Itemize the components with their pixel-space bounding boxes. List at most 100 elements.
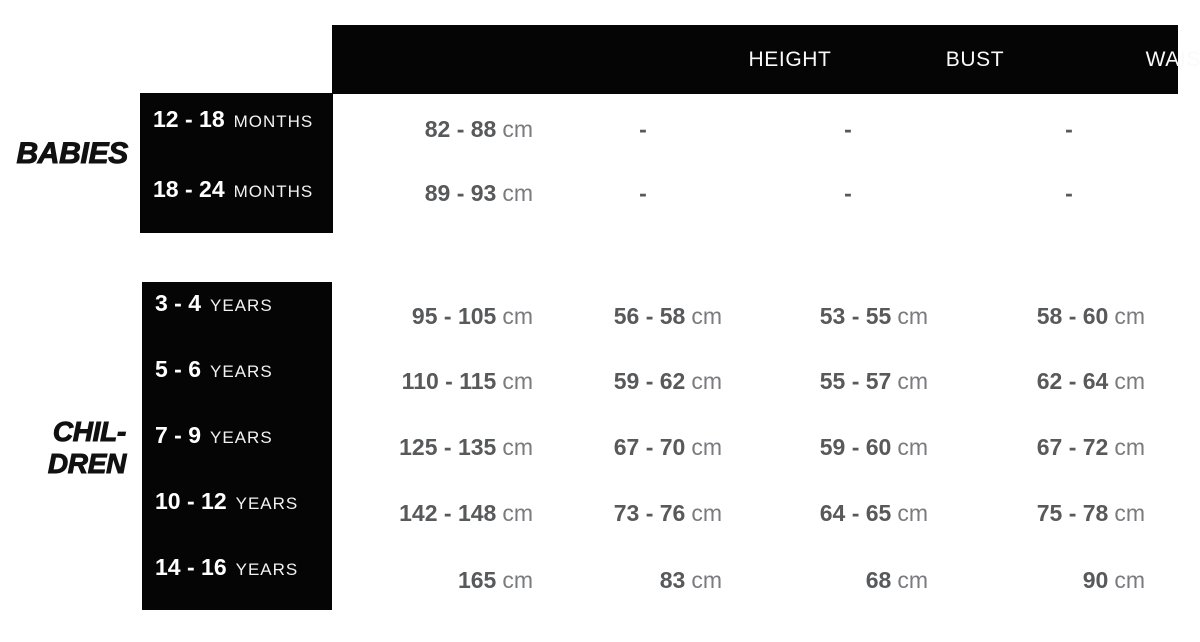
value: 83: [659, 567, 686, 593]
size-range: 10 - 12: [155, 488, 227, 514]
value-unit: cm: [691, 303, 722, 329]
value-unit: cm: [1114, 368, 1145, 394]
cell-babies-12-18-bust: -: [639, 116, 647, 142]
size-range: 14 - 16: [155, 554, 227, 580]
value: 64 - 65: [819, 500, 892, 526]
size-unit: MONTHS: [233, 182, 314, 201]
cell-children-10-12-bust: 73 - 76 cm: [502, 496, 722, 530]
cell-children-5-6-bust: 59 - 62 cm: [502, 364, 722, 398]
size-label-3-4-years: 3 - 4 YEARS: [155, 288, 273, 318]
size-range: 7 - 9: [155, 422, 202, 448]
cell-children-5-6-hips: 62 - 64 cm: [925, 364, 1145, 398]
cell-children-7-9-height: 125 - 135 cm: [313, 430, 533, 464]
value-unit: cm: [1114, 303, 1145, 329]
cell-children-10-12-hips: 75 - 78 cm: [925, 496, 1145, 530]
size-unit: YEARS: [235, 494, 299, 513]
cell-children-14-16-waist: 68 cm: [708, 563, 928, 597]
cell-babies-12-18-waist: -: [844, 116, 852, 142]
table-header-bar: HEIGHT BUST WAIST HIPS: [332, 25, 1200, 94]
cell-children-5-6-height: 110 - 115 cm: [313, 364, 533, 398]
value: 67 - 72: [1036, 434, 1109, 460]
column-header-waist: WAIST: [1145, 48, 1200, 71]
group-title-line-2: DREN: [47, 448, 126, 480]
size-label-12-18-months: 12 - 18 MONTHS: [153, 104, 313, 134]
size-unit: MONTHS: [233, 112, 314, 131]
value: 59 - 62: [613, 368, 686, 394]
cell-babies-18-24-hips: -: [1065, 180, 1073, 206]
value-unit: cm: [691, 567, 722, 593]
cell-children-3-4-height: 95 - 105 cm: [313, 299, 533, 333]
cell-children-7-9-waist: 59 - 60 cm: [708, 430, 928, 464]
value-unit: cm: [502, 500, 533, 526]
size-unit: YEARS: [210, 362, 273, 381]
value-unit: cm: [897, 303, 928, 329]
value-unit: cm: [1114, 567, 1145, 593]
value: 110 - 115: [401, 368, 497, 394]
value: 55 - 57: [819, 368, 892, 394]
value: 142 - 148: [399, 500, 497, 526]
cell-babies-18-24-waist: -: [844, 180, 852, 206]
value: 53 - 55: [819, 303, 892, 329]
group-title-babies: BABIES: [16, 137, 129, 171]
value-unit: cm: [1114, 434, 1145, 460]
cell-children-14-16-height: 165 cm: [313, 563, 533, 597]
cell-children-7-9-bust: 67 - 70 cm: [502, 430, 722, 464]
cell-babies-18-24-height: 89 - 93 cm: [313, 176, 533, 210]
size-label-7-9-years: 7 - 9 YEARS: [155, 420, 273, 450]
value: 75 - 78: [1036, 500, 1109, 526]
size-label-18-24-months: 18 - 24 MONTHS: [153, 174, 313, 204]
cell-children-14-16-hips: 90 cm: [925, 563, 1145, 597]
size-unit: YEARS: [210, 428, 273, 447]
value: 95 - 105: [411, 303, 497, 329]
value: 67 - 70: [613, 434, 686, 460]
value-unit: cm: [691, 500, 722, 526]
value: 73 - 76: [613, 500, 686, 526]
value-unit: cm: [1114, 500, 1145, 526]
size-unit: YEARS: [210, 296, 273, 315]
value: 56 - 58: [613, 303, 686, 329]
value-unit: cm: [502, 116, 533, 142]
value-unit: cm: [691, 368, 722, 394]
cell-children-3-4-hips: 58 - 60 cm: [925, 299, 1145, 333]
size-range: 18 - 24: [153, 176, 225, 202]
value: 90: [1082, 567, 1109, 593]
value: 165: [457, 567, 497, 593]
cell-children-5-6-waist: 55 - 57 cm: [708, 364, 928, 398]
cell-children-14-16-bust: 83 cm: [502, 563, 722, 597]
size-range: 12 - 18: [153, 106, 225, 132]
size-label-14-16-years: 14 - 16 YEARS: [155, 552, 298, 582]
cell-babies-12-18-height: 82 - 88 cm: [313, 112, 533, 146]
value-unit: cm: [502, 567, 533, 593]
size-label-5-6-years: 5 - 6 YEARS: [155, 354, 273, 384]
value-unit: cm: [502, 303, 533, 329]
cell-children-10-12-height: 142 - 148 cm: [313, 496, 533, 530]
value: 68: [865, 567, 892, 593]
column-header-height: HEIGHT: [748, 48, 832, 71]
group-title-children: CHIL- DREN: [0, 416, 126, 480]
babies-size-box: 12 - 18 MONTHS 18 - 24 MONTHS: [140, 93, 333, 233]
size-range: 5 - 6: [155, 356, 202, 382]
children-size-box: 3 - 4 YEARS 5 - 6 YEARS 7 - 9 YEARS 10 -…: [142, 282, 332, 610]
value-unit: cm: [897, 500, 928, 526]
value: 58 - 60: [1036, 303, 1109, 329]
value-unit: cm: [502, 180, 533, 206]
value: 62 - 64: [1036, 368, 1109, 394]
value: 89 - 93: [424, 180, 497, 206]
cell-children-10-12-waist: 64 - 65 cm: [708, 496, 928, 530]
value-unit: cm: [897, 434, 928, 460]
value: 82 - 88: [424, 116, 497, 142]
value-unit: cm: [502, 368, 533, 394]
value: 59 - 60: [819, 434, 892, 460]
value-unit: cm: [502, 434, 533, 460]
value-unit: cm: [897, 567, 928, 593]
cell-babies-12-18-hips: -: [1065, 116, 1073, 142]
size-range: 3 - 4: [155, 290, 202, 316]
column-header-bust: BUST: [945, 48, 1005, 71]
size-label-10-12-years: 10 - 12 YEARS: [155, 486, 298, 516]
value-unit: cm: [691, 434, 722, 460]
cell-children-3-4-bust: 56 - 58 cm: [502, 299, 722, 333]
group-title-line-1: CHIL-: [52, 416, 126, 448]
value: 125 - 135: [399, 434, 497, 460]
value-unit: cm: [897, 368, 928, 394]
